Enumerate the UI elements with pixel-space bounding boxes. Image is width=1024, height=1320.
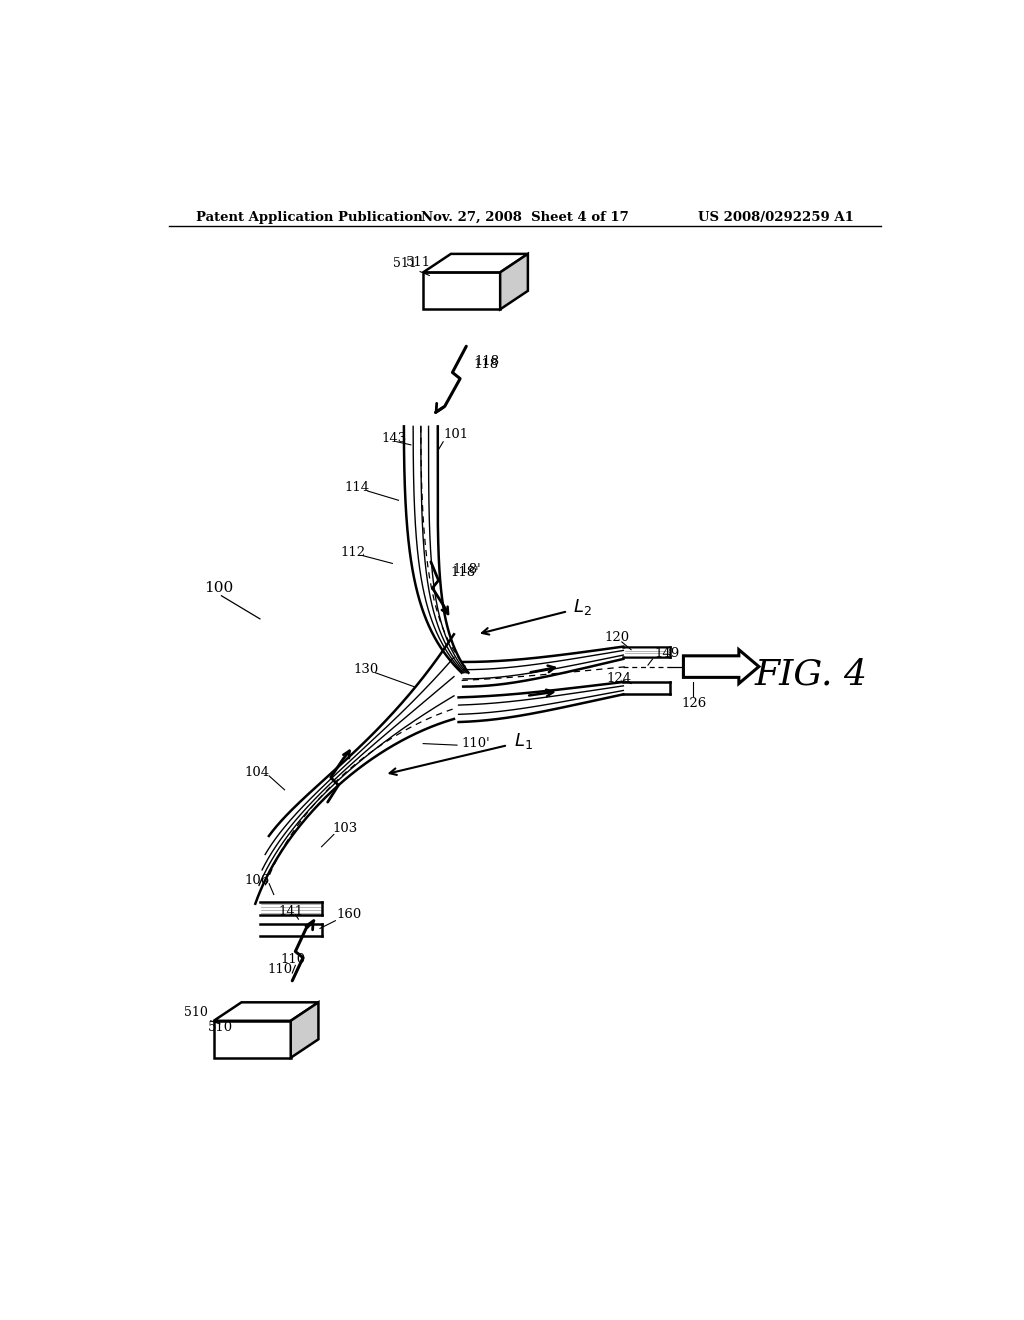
Text: 103: 103 bbox=[333, 822, 357, 834]
Text: 160: 160 bbox=[337, 908, 362, 921]
Text: 126: 126 bbox=[682, 697, 708, 710]
Polygon shape bbox=[500, 253, 528, 309]
Text: 101: 101 bbox=[443, 428, 468, 441]
Text: 510: 510 bbox=[183, 1006, 208, 1019]
Text: 118: 118 bbox=[473, 358, 499, 371]
Text: Nov. 27, 2008  Sheet 4 of 17: Nov. 27, 2008 Sheet 4 of 17 bbox=[421, 211, 629, 224]
Text: 110': 110' bbox=[462, 737, 490, 750]
Text: 118': 118' bbox=[453, 564, 481, 576]
FancyArrow shape bbox=[683, 649, 759, 684]
Text: 130: 130 bbox=[354, 663, 379, 676]
Text: 120: 120 bbox=[605, 631, 630, 644]
Text: 510: 510 bbox=[208, 1020, 232, 1034]
Text: 149: 149 bbox=[654, 647, 679, 660]
Text: 511: 511 bbox=[407, 256, 431, 268]
Text: 118': 118' bbox=[451, 566, 479, 579]
Text: 106: 106 bbox=[245, 874, 269, 887]
Polygon shape bbox=[291, 1002, 318, 1057]
Polygon shape bbox=[214, 1002, 318, 1020]
Text: 104: 104 bbox=[245, 767, 269, 779]
Text: US 2008/0292259 A1: US 2008/0292259 A1 bbox=[698, 211, 854, 224]
Text: $L_1$: $L_1$ bbox=[514, 730, 532, 751]
Text: 114: 114 bbox=[345, 482, 370, 495]
Text: 100: 100 bbox=[205, 581, 233, 595]
Text: 511: 511 bbox=[393, 257, 417, 271]
Text: 118: 118 bbox=[474, 355, 499, 368]
Text: FIG. 4: FIG. 4 bbox=[755, 657, 867, 692]
Text: 112: 112 bbox=[340, 546, 366, 560]
Text: $L_2$: $L_2$ bbox=[573, 597, 592, 616]
Text: 124: 124 bbox=[606, 672, 632, 685]
Text: 143: 143 bbox=[382, 432, 407, 445]
Text: 110: 110 bbox=[280, 953, 305, 966]
Text: Patent Application Publication: Patent Application Publication bbox=[196, 211, 423, 224]
Text: 110: 110 bbox=[267, 964, 293, 977]
Polygon shape bbox=[423, 253, 528, 272]
Text: 141: 141 bbox=[279, 906, 303, 917]
